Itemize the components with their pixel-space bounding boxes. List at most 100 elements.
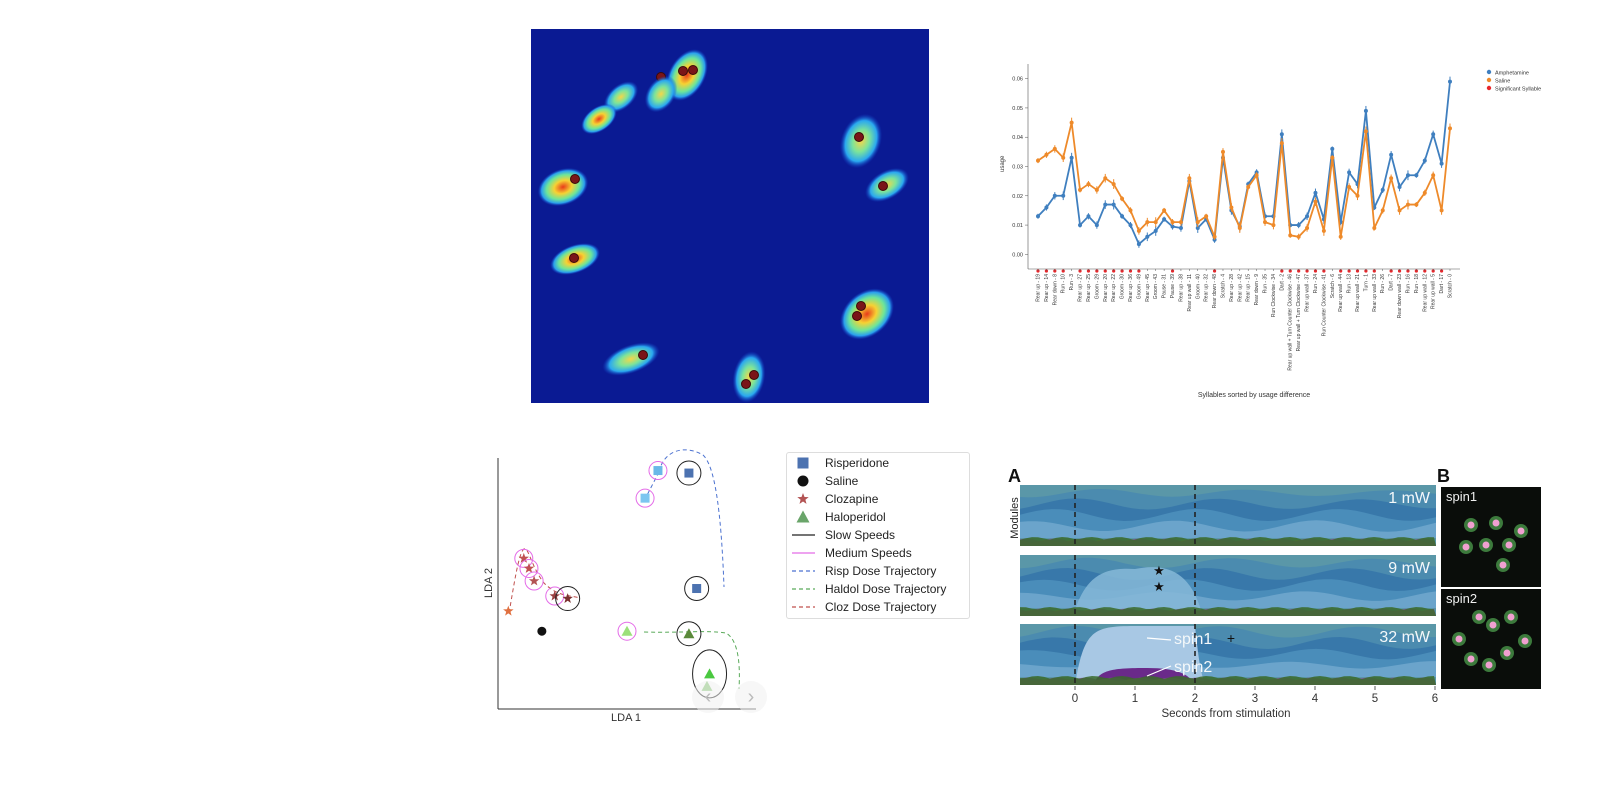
lda-legend-label: Cloz Dose Trajectory: [825, 600, 936, 614]
lda-legend-label: Medium Speeds: [825, 546, 912, 560]
usage-data-point: [1439, 208, 1444, 213]
usage-data-point: [1204, 214, 1209, 219]
opto-x-label: Seconds from stimulation: [1161, 708, 1290, 720]
centroid-marker: [688, 65, 698, 75]
usage-x-tick-label: Rear down - 48: [1212, 274, 1218, 308]
optogenetics-figure: A B Modules 1 mW 9 mW ★★ 32 mW + spin1 spin2 0…: [1008, 466, 1541, 720]
usage-x-tick-label: Groom - 43: [1153, 274, 1159, 300]
legend-marker-amphetamine: [1486, 69, 1492, 75]
lda-point-square: [797, 457, 809, 469]
usage-x-tick-label: Dart - 2: [1279, 274, 1285, 291]
thumbnail-mouse-marker: [1467, 655, 1475, 663]
usage-x-tick-label: Run - 26: [1380, 274, 1386, 293]
pose-heatmap-image: [537, 49, 909, 403]
lda-point-star: [797, 493, 809, 504]
legend-marker-significant: [1486, 85, 1492, 91]
usage-x-tick-label: Pause - 39: [1170, 274, 1176, 298]
mouse-heat-blob: [581, 103, 617, 135]
usage-x-tick-label: Rear up - 22: [1111, 274, 1117, 302]
thumbnail-mouse-marker: [1517, 527, 1525, 535]
usage-x-tick-label: Rear up - 15: [1246, 274, 1252, 302]
usage-x-tick-label: Rear up wall - 12: [1422, 274, 1428, 312]
usage-data-point: [1363, 108, 1368, 113]
usage-data-point: [1111, 182, 1116, 187]
lda-legend-label: Saline: [825, 474, 859, 488]
usage-data-point: [1078, 223, 1083, 228]
lda-x-label: LDA 1: [611, 712, 641, 724]
usage-data-point: [1195, 226, 1200, 230]
lda-point-circle: [537, 626, 547, 636]
opto-x-tick-label: 5: [1372, 693, 1378, 705]
opto-x-tick-label: 2: [1192, 693, 1198, 705]
thumbnail-mouse-marker: [1499, 561, 1507, 569]
chevron-left-icon: ‹: [704, 685, 712, 708]
lda-point-ring: [545, 586, 565, 606]
usage-x-tick-label: Groom - 30: [1120, 274, 1126, 300]
usage-x-tick-label: Rear up wall - 44: [1338, 274, 1344, 312]
prev-button[interactable]: ‹: [692, 681, 724, 713]
usage-x-tick-label: Groom - 40: [1195, 274, 1201, 300]
usage-data-point: [1313, 190, 1318, 195]
significance-star: ★: [1153, 563, 1165, 578]
usage-series-line: [1037, 81, 1451, 246]
usage-x-tick-label: Rear up wall + Turn Counter Clockwise - …: [1288, 274, 1294, 371]
stim-power-label: 9 mW: [1388, 560, 1431, 577]
legend-label-saline: Saline: [1495, 79, 1510, 85]
usage-data-point: [1111, 202, 1116, 207]
usage-chart: 0.00 0.01 0.02 0.03 0.04 0.05 0.06 Rear up - 1…: [1000, 64, 1541, 399]
thumbnail-label: spin2: [1446, 591, 1477, 606]
legend-label-amphetamine: Amphetamine: [1495, 71, 1529, 77]
usage-data-point: [1220, 149, 1225, 154]
usage-x-tick-label: Rear up - 25: [1086, 274, 1092, 302]
usage-x-tick-label: Run Clockwise - 34: [1271, 274, 1277, 317]
opto-x-tick-label: 0: [1072, 693, 1078, 705]
lda-point-square: [692, 584, 702, 594]
usage-x-tick-label: Rear up - 38: [1178, 274, 1184, 302]
usage-x-tick-label: Scratch - 6: [1330, 274, 1336, 298]
lda-point-ring: [524, 571, 544, 591]
usage-x-tick-label: Run - 24: [1313, 274, 1319, 293]
next-button[interactable]: ›: [735, 681, 767, 713]
usage-x-tick-label: Run - 16: [1405, 274, 1411, 293]
usage-data-point: [1061, 193, 1066, 198]
usage-data-point: [1246, 185, 1251, 189]
usage-x-tick-label: Groom - 49: [1136, 274, 1142, 300]
usage-data-point: [1431, 132, 1436, 137]
usage-data-point: [1305, 226, 1310, 230]
usage-x-tick-label: Scratch - 0: [1448, 274, 1454, 298]
usage-data-point: [1330, 146, 1335, 151]
legend-marker-saline: [1486, 77, 1492, 83]
usage-data-point: [1330, 155, 1335, 160]
usage-y-tick-label: 0.04: [1012, 135, 1023, 141]
lda-point-square: [653, 466, 663, 476]
lda-legend-label: Risp Dose Trajectory: [825, 564, 936, 578]
usage-x-tick-label: Run Counter Clockwise - 41: [1321, 274, 1327, 336]
lda-point-ring: [555, 586, 581, 612]
centroid-marker: [741, 379, 751, 389]
callout-line-spin2: [1146, 665, 1172, 677]
usage-x-tick-label: Rear up - 42: [1237, 274, 1243, 302]
usage-data-point: [1145, 220, 1150, 225]
usage-data-point: [1145, 234, 1150, 239]
usage-x-tick-label: Rear up - 14: [1044, 274, 1050, 302]
module-row: 32 mW + spin1 spin2: [1020, 624, 1436, 685]
lda-point-ring: [617, 621, 637, 641]
centroid-marker: [569, 253, 579, 263]
usage-y-tick-label: 0.00: [1012, 252, 1023, 258]
usage-data-point: [1170, 220, 1175, 225]
usage-x-tick-label: Run - 35: [1263, 274, 1269, 293]
usage-x-tick-label: Rear down - 8: [1052, 274, 1058, 306]
usage-x-tick-label: Run - 13: [1347, 274, 1353, 293]
centroid-marker: [856, 301, 866, 311]
optogenetics-panel: A B Modules 1 mW 9 mW ★ ★ 32 mW + spin1 spin2 0…: [1004, 460, 1544, 725]
module-row: 9 mW ★★: [1020, 555, 1436, 616]
usage-x-tick-label: Run - 10: [1061, 274, 1067, 293]
thumbnail-label: spin1: [1446, 489, 1477, 504]
usage-data-point: [1288, 233, 1293, 238]
usage-x-tick-label: Turn - 1: [1363, 274, 1369, 292]
usage-data-point: [1263, 220, 1268, 225]
thumbnail-mouse-marker: [1489, 621, 1497, 629]
usage-data-point: [1321, 228, 1326, 233]
lda-legend: Risperidone Saline Clozapine Haloperidol Slo…: [786, 452, 970, 619]
usage-x-tick-label: Dart - 7: [1389, 274, 1395, 291]
